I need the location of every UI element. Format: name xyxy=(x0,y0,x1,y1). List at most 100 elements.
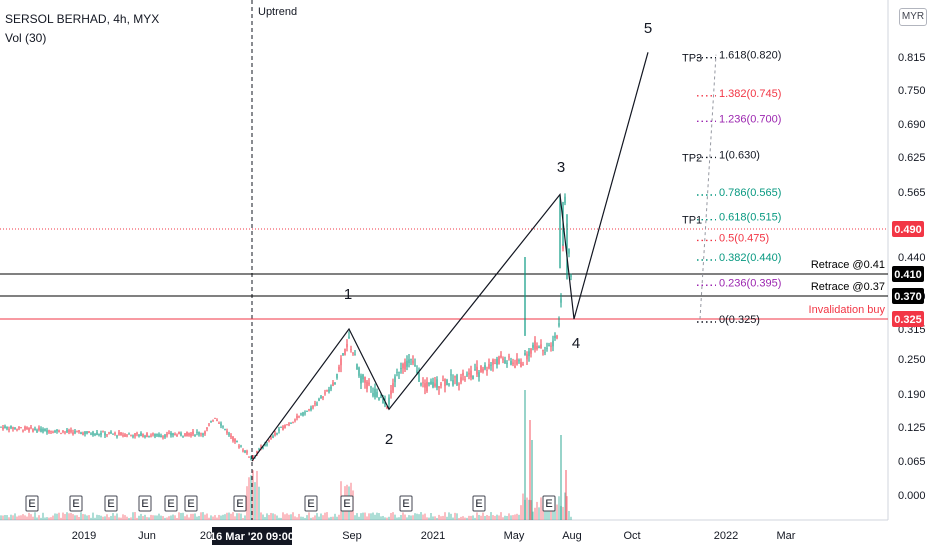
candle-body xyxy=(18,426,20,429)
candle-body xyxy=(6,426,8,429)
candle-body xyxy=(84,431,86,435)
earnings-marker-label: E xyxy=(141,498,148,510)
candle-body xyxy=(216,419,218,421)
candle-body xyxy=(170,432,172,436)
volume-bar xyxy=(556,504,558,520)
candle-body xyxy=(54,430,56,433)
volume-bar xyxy=(538,507,540,520)
wave-label: 4 xyxy=(572,335,580,352)
candle-body xyxy=(12,427,14,429)
candle-body xyxy=(20,427,22,429)
volume-bar xyxy=(278,517,280,520)
volume-bar xyxy=(250,475,252,520)
volume-bar xyxy=(172,514,174,520)
volume-bar xyxy=(6,515,8,520)
candle-body xyxy=(322,396,324,398)
volume-bar xyxy=(362,512,364,520)
candle-body xyxy=(174,434,176,436)
time-tick-label: Oct xyxy=(623,530,640,542)
candle-body xyxy=(512,362,514,365)
candle-body xyxy=(90,433,92,435)
volume-bar xyxy=(566,496,568,520)
candle-body xyxy=(248,456,250,458)
volume-bar xyxy=(312,517,314,520)
candle-body xyxy=(324,392,326,394)
elliott-wave-path xyxy=(251,52,649,462)
volume-bar xyxy=(140,513,142,520)
candle-body xyxy=(516,358,518,365)
earnings-marker-label: E xyxy=(167,498,174,510)
candle-body xyxy=(376,391,378,397)
volume-bar xyxy=(394,514,396,520)
wave-label: 1 xyxy=(344,286,352,303)
candle-body xyxy=(74,431,76,433)
candle-body xyxy=(92,432,94,436)
volume-bar xyxy=(440,516,442,520)
candle-body xyxy=(328,389,330,392)
volume-bar xyxy=(382,515,384,520)
candle-body xyxy=(336,373,338,378)
horizontal-level-label: Retrace @0.41 xyxy=(811,259,885,271)
volume-bar xyxy=(414,513,416,520)
candle-body xyxy=(386,406,388,408)
volume-bar xyxy=(364,512,366,520)
volume-bar xyxy=(102,516,104,520)
volume-bar xyxy=(428,517,430,520)
volume-bar xyxy=(32,516,34,520)
volume-bar xyxy=(324,512,326,520)
candle-body xyxy=(552,340,554,347)
candle-body xyxy=(568,248,570,254)
volume-bar xyxy=(334,513,336,520)
time-tick-label: 20 xyxy=(200,530,212,542)
time-tick-label: Mar xyxy=(777,530,796,542)
volume-bar xyxy=(548,510,550,520)
candle-body xyxy=(420,383,422,385)
candle-body xyxy=(134,433,136,437)
volume-bar xyxy=(420,512,422,520)
earnings-marker-label: E xyxy=(107,498,114,510)
candle-body xyxy=(150,435,152,437)
candle-body xyxy=(98,434,100,435)
candle-body xyxy=(482,368,484,372)
volume-bar xyxy=(144,514,146,520)
volume-bar xyxy=(336,516,338,520)
currency-button[interactable]: MYR xyxy=(899,8,927,26)
candle-body xyxy=(274,432,276,436)
volume-bar xyxy=(544,504,546,520)
candle-body xyxy=(342,353,344,356)
candle-body xyxy=(332,382,334,386)
candle-body xyxy=(410,358,412,360)
fibonacci-level-label: 1.236(0.700) xyxy=(719,113,781,125)
candle-body xyxy=(238,446,240,448)
candle-body xyxy=(52,432,54,434)
candle-body xyxy=(212,420,214,422)
volume-bar xyxy=(154,515,156,520)
candle-body xyxy=(112,433,114,435)
candle-body xyxy=(524,352,526,356)
candle-body xyxy=(280,426,282,428)
volume-bar xyxy=(160,515,162,520)
candle-body xyxy=(548,345,550,346)
volume-bar xyxy=(242,517,244,520)
candle-body xyxy=(8,429,10,430)
volume-bar xyxy=(112,513,114,520)
candle-body xyxy=(304,412,306,414)
volume-bar xyxy=(166,517,168,520)
volume-bar xyxy=(206,513,208,520)
candle-body xyxy=(128,433,130,435)
candle-body xyxy=(242,450,244,452)
candle-body xyxy=(366,381,368,389)
volume-bar xyxy=(368,513,370,520)
candle-body xyxy=(196,431,198,433)
candle-body xyxy=(22,430,24,432)
candle-body xyxy=(204,431,206,434)
volume-bar xyxy=(290,514,292,520)
candle-body xyxy=(146,433,148,437)
volume-bar xyxy=(184,516,186,520)
volume-bar xyxy=(316,513,318,520)
volume-bar xyxy=(532,511,534,520)
volume-bar xyxy=(46,517,48,520)
volume-bar xyxy=(200,512,202,520)
candle-body xyxy=(296,416,298,419)
